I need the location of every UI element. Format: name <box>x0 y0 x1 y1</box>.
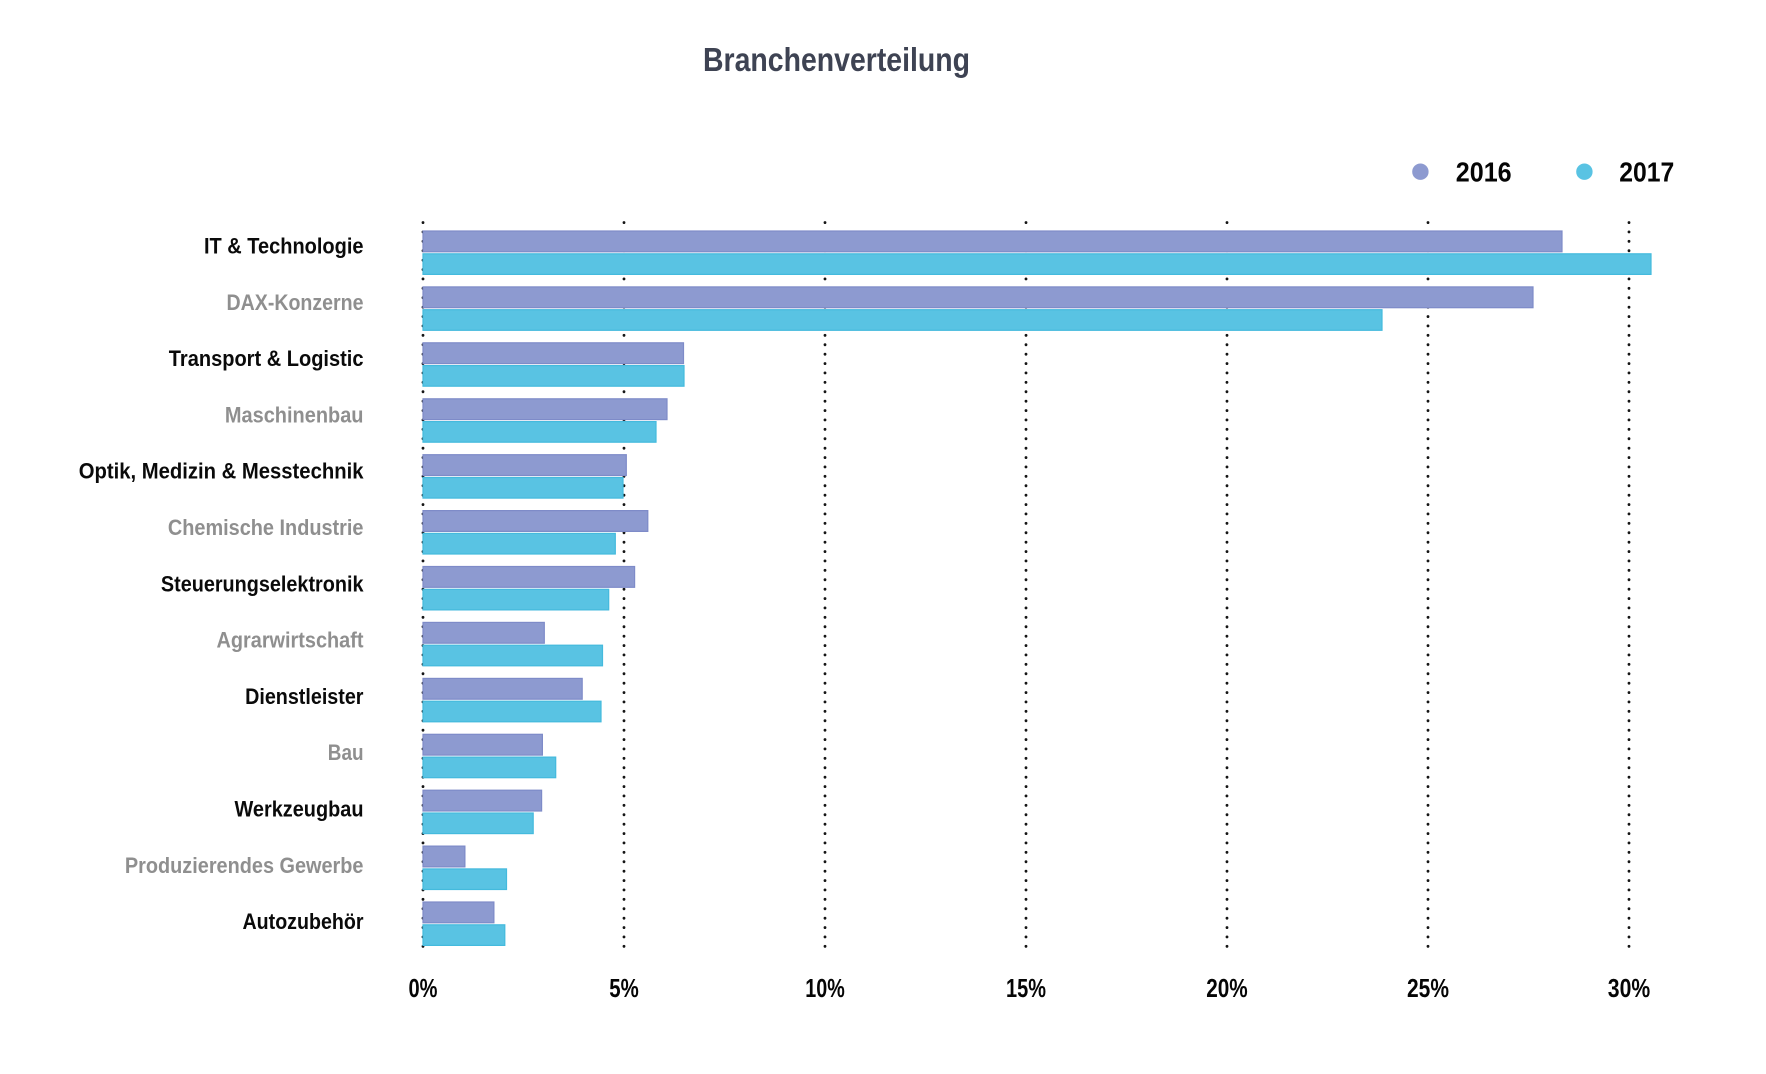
svg-text:IT & Technologie: IT & Technologie <box>204 234 364 259</box>
svg-text:Werkzeugbau: Werkzeugbau <box>235 797 364 822</box>
svg-text:2016: 2016 <box>1456 156 1512 187</box>
svg-text:Steuerungselektronik: Steuerungselektronik <box>161 571 364 596</box>
svg-text:10%: 10% <box>805 973 845 1003</box>
svg-text:20%: 20% <box>1206 973 1248 1003</box>
svg-text:5%: 5% <box>609 973 639 1003</box>
svg-text:30%: 30% <box>1608 973 1650 1003</box>
svg-text:0%: 0% <box>409 973 438 1003</box>
svg-text:Dienstleister: Dienstleister <box>245 684 364 709</box>
svg-text:DAX-Konzerne: DAX-Konzerne <box>227 290 364 315</box>
svg-text:Branchenverteilung: Branchenverteilung <box>703 42 970 79</box>
svg-text:Maschinenbau: Maschinenbau <box>225 402 364 427</box>
svg-text:Produzierendes Gewerbe: Produzierendes Gewerbe <box>125 853 364 878</box>
svg-text:Agrarwirtschaft: Agrarwirtschaft <box>217 628 364 653</box>
svg-text:Optik, Medizin & Messtechnik: Optik, Medizin & Messtechnik <box>79 459 364 484</box>
svg-text:25%: 25% <box>1407 973 1449 1003</box>
svg-text:Chemische Industrie: Chemische Industrie <box>168 515 364 540</box>
svg-text:15%: 15% <box>1006 973 1046 1003</box>
svg-text:Bau: Bau <box>328 740 364 765</box>
svg-text:Autozubehör: Autozubehör <box>243 909 364 934</box>
svg-text:Transport & Logistic: Transport & Logistic <box>169 346 364 371</box>
svg-text:2017: 2017 <box>1619 156 1674 187</box>
